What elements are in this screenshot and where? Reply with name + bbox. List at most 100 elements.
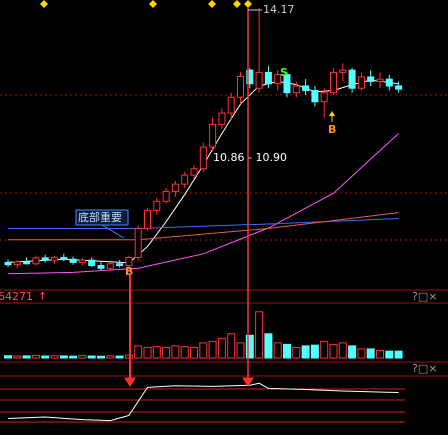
volume-bar: [385, 350, 394, 359]
volume-bar: [59, 355, 68, 359]
bottom-note: 底部重要: [78, 210, 122, 224]
candle-body: [385, 78, 393, 87]
candle-body: [348, 69, 356, 89]
volume-bar: [199, 342, 208, 359]
candle-body: [227, 96, 235, 114]
volume-bar: [152, 346, 161, 359]
volume-bar: [366, 348, 375, 359]
candle-body: [69, 258, 77, 263]
candle-body: [144, 209, 151, 229]
volume-bar: [329, 343, 338, 359]
candle-body: [264, 71, 272, 85]
candle-body: [23, 261, 31, 265]
panel-controls[interactable]: ?□×: [412, 362, 437, 375]
volume-bar: [283, 343, 291, 359]
candle-body: [181, 174, 189, 185]
volume-bar: [4, 355, 12, 359]
volume-bar: [236, 342, 245, 359]
volume-bar: [97, 355, 105, 359]
arrow-icon: ↑: [38, 290, 47, 303]
candle-body: [311, 89, 319, 103]
signal-arrows: [124, 8, 335, 387]
volume-bar: [190, 346, 198, 359]
panel-controls[interactable]: ?□×: [412, 290, 437, 303]
candle-body: [395, 85, 403, 90]
volume-bar: [171, 345, 180, 359]
volume-bar: [115, 355, 124, 359]
volume-bar: [87, 355, 96, 359]
candle-body: [153, 200, 161, 211]
volume-bar: [134, 345, 143, 359]
candle-body: [376, 78, 384, 82]
volume-bar: [208, 340, 217, 359]
candle-body: [199, 146, 207, 170]
candle-body: [339, 69, 347, 73]
volume-bar: [245, 334, 254, 359]
volume-bar: [22, 355, 31, 359]
volume-bar: [106, 355, 115, 359]
candle-body: [134, 227, 142, 258]
indicator-levels: [0, 388, 405, 423]
note-pointer: [101, 224, 125, 239]
volume-bar: [13, 355, 22, 359]
candle-body: [246, 69, 254, 85]
volume-bar: [50, 355, 59, 359]
volume-bar: [227, 333, 236, 359]
volume-bar: [78, 355, 87, 359]
candle-body: [4, 261, 12, 266]
ma-line: [8, 218, 399, 229]
signal-diamonds: [40, 0, 252, 8]
volume-bar: [264, 333, 273, 359]
candle-body: [283, 74, 291, 94]
volume-bar: [255, 311, 264, 359]
candle-body: [41, 257, 49, 261]
candle-body: [218, 112, 226, 125]
volume-bar: [162, 346, 171, 359]
volume-bar: [338, 342, 347, 359]
volume-bar: [273, 342, 282, 359]
candle-body: [162, 190, 170, 202]
candle-body: [209, 123, 217, 148]
candle-body: [292, 85, 300, 94]
volume-bar: [217, 337, 226, 359]
buy-signal: B: [328, 123, 336, 136]
volume-readout: 64271: [0, 290, 33, 303]
volume-bar: [376, 349, 384, 359]
candle-body: [320, 92, 328, 103]
range-label: 10.86 - 10.90: [213, 151, 287, 164]
volume-bar: [41, 355, 50, 359]
candle-body: [125, 256, 133, 267]
indicator-line: [7, 382, 399, 422]
plot: [4, 8, 403, 422]
candle-body: [367, 76, 375, 82]
high-label: 14.17: [263, 3, 295, 16]
volume-bar: [301, 345, 310, 359]
volume-bar: [292, 346, 301, 359]
candle-body: [255, 71, 263, 89]
candle-body: [190, 168, 198, 176]
candle-body: [32, 257, 40, 265]
candle-body: [237, 75, 244, 98]
candle-body: [330, 71, 337, 94]
volume-bar: [69, 355, 78, 359]
volume-bar: [320, 340, 329, 359]
volume-bar: [31, 354, 40, 359]
buy-signal: B: [125, 265, 133, 278]
candle-body: [51, 256, 58, 261]
candle-body: [97, 265, 105, 269]
candle-body: [60, 256, 68, 260]
candle-body: [116, 263, 124, 267]
candle-body: [78, 259, 86, 263]
candle-body: [171, 183, 179, 192]
volume-bar: [348, 345, 357, 359]
candle-body: [274, 74, 282, 85]
volume-bar: [310, 344, 319, 359]
volume-bar: [124, 354, 133, 359]
volume-bar: [394, 350, 403, 359]
candle-body: [302, 85, 310, 91]
ma-line: [8, 212, 399, 241]
volume-bar: [180, 346, 189, 359]
candle-body: [357, 76, 365, 89]
